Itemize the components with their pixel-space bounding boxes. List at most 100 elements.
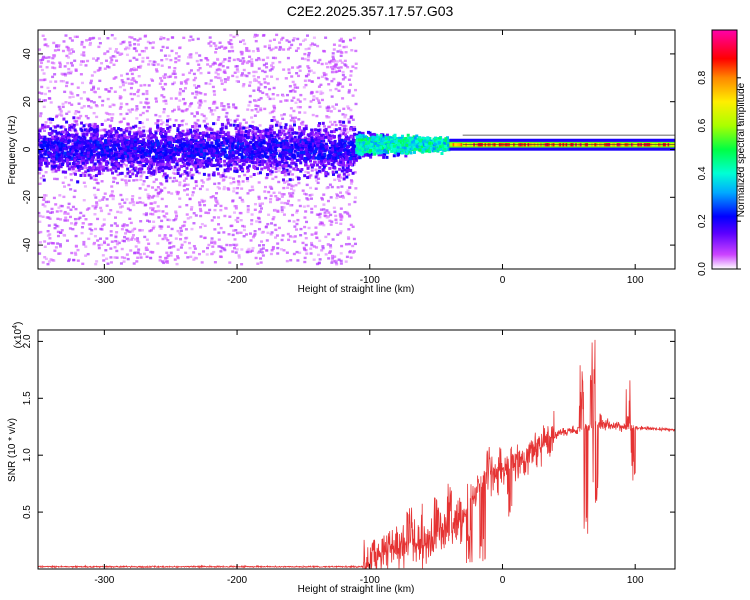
heatmap-cell [155,163,159,167]
heatmap-cell [353,158,357,162]
heatmap-cell [181,89,185,93]
heatmap-cell [92,122,96,126]
heatmap-cell [210,252,214,256]
heatmap-cell [39,78,43,82]
heatmap-cell [294,183,298,187]
heatmap-cell [94,145,98,149]
heatmap-cell [137,75,141,78]
heatmap-cell [306,166,310,170]
heatmap-cell [197,91,201,94]
heatmap-cell [330,70,334,74]
heatmap-cell [304,193,308,196]
heatmap-cell [99,158,103,162]
heatmap-cell [349,162,353,166]
heatmap-cell [176,256,180,260]
heatmap-cell [311,145,315,149]
heatmap-cell [180,119,184,123]
heatmap-cell [289,165,293,169]
heatmap-cell [337,134,341,138]
heatmap-cell [210,158,214,162]
heatmap-cell [162,75,166,78]
heatmap-cell [258,90,262,93]
heatmap-cell [59,218,63,221]
heatmap-cell [277,124,281,127]
heatmap-cell [247,164,251,168]
heatmap-cell [337,258,341,261]
heatmap-cell [351,118,355,121]
heatmap-cell [90,132,94,136]
heatmap-cell [47,242,51,245]
heatmap-cell [180,151,184,154]
heatmap-cell [239,231,243,234]
heatmap-cell [215,199,219,203]
heatmap-cell [194,86,198,89]
heatmap-cell [174,135,178,139]
heatmap-cell [157,151,161,155]
heatmap-cell [345,128,349,131]
heatmap-cell [315,97,319,100]
heatmap-cell [57,134,61,138]
heatmap-cell [318,258,322,261]
heatmap-cell [170,154,174,158]
heatmap-cell [42,140,46,144]
heatmap-cell [326,199,330,203]
heatmap-cell [246,192,250,195]
heatmap-cell [108,124,112,128]
heatmap-cell [53,49,57,52]
heatmap-cell [145,158,149,162]
heatmap-cell [339,222,343,226]
heatmap-cell [170,192,174,195]
heatmap-cell [220,175,224,179]
heatmap-cell [154,148,158,152]
heatmap-cell [145,238,149,241]
heatmap-cell [138,201,142,204]
heatmap-cell [283,173,287,177]
heatmap-cell [329,244,333,247]
heatmap-cell [324,62,328,65]
heatmap-cell [38,150,40,154]
heatmap-cell [330,130,334,134]
heatmap-cell [46,230,50,233]
heatmap-cell [97,151,101,155]
heatmap-cell [309,151,313,155]
heatmap-cell [59,109,63,113]
heatmap-cell [117,241,121,245]
heatmap-cell [126,171,130,175]
heatmap-cell [282,129,286,133]
heatmap-cell [38,172,42,175]
heatmap-cell [131,172,135,176]
heatmap-cell [271,166,275,169]
heatmap-cell [298,251,302,255]
heatmap-cell [310,241,314,245]
heatmap-cell [154,68,158,71]
heatmap-cell [310,136,314,140]
heatmap-cell [236,220,240,224]
heatmap-cell [233,71,237,74]
heatmap-cell [287,40,291,44]
heatmap-cell [155,100,159,103]
heatmap-cell [152,225,156,228]
heatmap-cell [115,256,119,259]
heatmap-cell [275,77,279,81]
heatmap-cell [74,110,78,113]
heatmap-cell [304,124,308,128]
heatmap-cell [222,47,226,50]
heatmap-cell [165,212,169,215]
heatmap-cell [204,211,208,214]
heatmap-cell [81,126,85,129]
heatmap-cell [122,162,126,166]
heatmap-cell [60,204,64,208]
heatmap-cell [277,197,281,201]
heatmap-cell [316,61,320,64]
heatmap-cell [270,64,274,67]
heatmap-cell [241,163,245,167]
heatmap-cell [165,46,169,49]
heatmap-cell [347,203,351,206]
heatmap-cell [258,204,262,207]
heatmap-cell [206,141,210,145]
heatmap-cell [70,48,74,51]
heatmap-cell [76,141,80,145]
heatmap-cell [101,254,105,257]
heatmap-cell [286,186,290,189]
heatmap-cell [280,210,284,213]
